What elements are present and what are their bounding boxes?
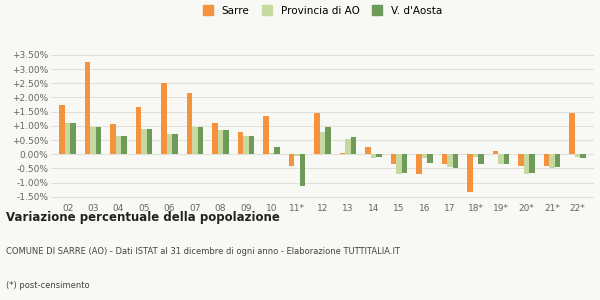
Bar xyxy=(90,127,96,154)
Bar xyxy=(422,154,427,158)
Bar xyxy=(580,154,586,158)
Bar xyxy=(376,154,382,157)
Bar xyxy=(478,154,484,164)
Bar xyxy=(96,127,101,154)
Bar xyxy=(427,154,433,163)
Bar xyxy=(371,154,376,158)
Bar xyxy=(453,154,458,168)
Bar xyxy=(85,62,90,154)
Bar xyxy=(549,154,555,168)
Legend: Sarre, Provincia di AO, V. d'Aosta: Sarre, Provincia di AO, V. d'Aosta xyxy=(201,3,444,18)
Bar xyxy=(141,129,147,154)
Bar xyxy=(238,131,243,154)
Bar xyxy=(192,127,198,154)
Bar xyxy=(212,123,218,154)
Bar xyxy=(493,152,498,154)
Bar xyxy=(340,153,345,154)
Bar xyxy=(243,136,249,154)
Bar xyxy=(396,154,402,174)
Bar xyxy=(524,154,529,174)
Bar xyxy=(161,83,167,154)
Bar xyxy=(294,154,300,156)
Bar xyxy=(569,113,575,154)
Bar xyxy=(518,154,524,166)
Bar xyxy=(218,130,223,154)
Text: (*) post-censimento: (*) post-censimento xyxy=(6,280,89,290)
Bar xyxy=(544,154,549,166)
Text: COMUNE DI SARRE (AO) - Dati ISTAT al 31 dicembre di ogni anno - Elaborazione TUT: COMUNE DI SARRE (AO) - Dati ISTAT al 31 … xyxy=(6,248,400,256)
Bar xyxy=(198,127,203,154)
Bar xyxy=(473,154,478,157)
Bar xyxy=(223,130,229,154)
Bar xyxy=(365,147,371,154)
Bar xyxy=(391,154,396,164)
Bar xyxy=(59,105,65,154)
Bar xyxy=(167,134,172,154)
Bar xyxy=(504,154,509,164)
Bar xyxy=(467,154,473,193)
Bar xyxy=(70,123,76,154)
Bar xyxy=(274,147,280,154)
Bar xyxy=(345,139,351,154)
Bar xyxy=(249,136,254,154)
Bar xyxy=(351,137,356,154)
Bar xyxy=(416,154,422,174)
Bar xyxy=(65,123,70,154)
Bar xyxy=(320,131,325,154)
Bar xyxy=(300,154,305,186)
Bar xyxy=(269,153,274,154)
Bar xyxy=(325,127,331,154)
Bar xyxy=(121,136,127,154)
Bar xyxy=(147,129,152,154)
Bar xyxy=(289,154,294,166)
Bar xyxy=(314,113,320,154)
Bar xyxy=(263,116,269,154)
Bar xyxy=(136,107,141,154)
Bar xyxy=(529,154,535,172)
Bar xyxy=(447,154,453,167)
Bar xyxy=(116,136,121,154)
Bar xyxy=(187,93,192,154)
Bar xyxy=(575,154,580,157)
Text: Variazione percentuale della popolazione: Variazione percentuale della popolazione xyxy=(6,212,280,224)
Bar xyxy=(442,154,447,164)
Bar xyxy=(110,124,116,154)
Bar xyxy=(555,154,560,167)
Bar xyxy=(402,154,407,172)
Bar xyxy=(498,154,504,164)
Bar xyxy=(172,134,178,154)
